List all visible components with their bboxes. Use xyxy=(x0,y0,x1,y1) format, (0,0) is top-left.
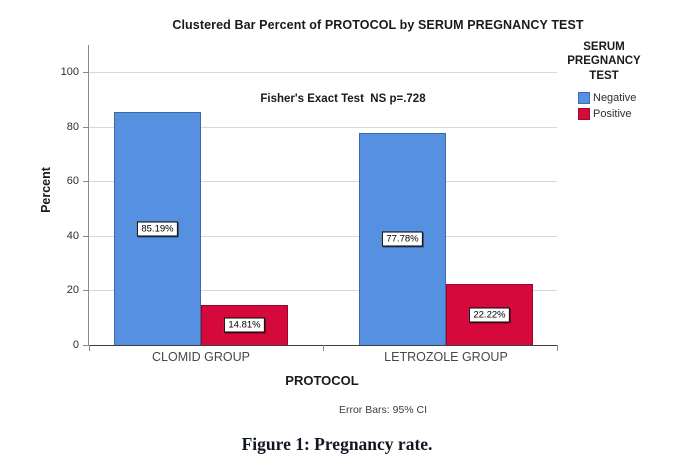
negative-color-swatch xyxy=(578,92,590,105)
y-tick-mark xyxy=(83,345,89,346)
y-axis-label: Percent xyxy=(39,167,53,213)
legend-entry-positive: Positive xyxy=(578,108,656,121)
legend-entries: Negative Positive xyxy=(552,92,656,121)
y-tick-mark xyxy=(83,181,89,183)
bar-value-label: 22.22% xyxy=(469,307,510,323)
positive-color-swatch xyxy=(578,108,590,121)
gridline xyxy=(89,72,557,73)
x-tick-mark xyxy=(89,345,90,351)
y-tick-mark xyxy=(83,72,89,73)
y-tick-mark xyxy=(83,290,89,292)
y-tick-label: 60 xyxy=(66,175,79,188)
chart-title: Clustered Bar Percent of PROTOCOL by SER… xyxy=(172,18,584,32)
figure-caption: Figure 1: Pregnancy rate. xyxy=(241,434,433,454)
gridline xyxy=(89,290,557,292)
category-label: LETROZOLE GROUP xyxy=(384,350,508,364)
y-tick-label: 40 xyxy=(66,229,79,242)
legend-title: SERUM PREGNANCY TEST xyxy=(567,41,641,82)
error-bars-note: Error Bars: 95% CI xyxy=(338,404,428,416)
plot-area: Fisher's Exact Test NS p=.728 0 20 40 60 80 1… xyxy=(61,45,558,364)
bar-value-label: 85.19% xyxy=(137,221,178,237)
gridline xyxy=(89,181,557,183)
gridline xyxy=(89,126,557,128)
y-tick-label: 80 xyxy=(66,120,79,133)
legend-label-negative: Negative xyxy=(593,92,637,105)
x-axis-label: PROTOCOL xyxy=(285,373,359,388)
x-tick-mark xyxy=(323,345,324,351)
legend: SERUM PREGNANCY TEST Negative Positive xyxy=(552,40,656,124)
legend-entry-negative: Negative xyxy=(578,92,656,105)
x-tick-mark xyxy=(557,345,558,351)
category-label: CLOMID GROUP xyxy=(152,350,250,364)
y-tick-label: 20 xyxy=(66,284,79,297)
y-tick-mark xyxy=(83,235,89,237)
y-tick-mark xyxy=(83,126,89,128)
y-tick-label: 100 xyxy=(60,66,79,78)
stats-annotation: Fisher's Exact Test NS p=.728 xyxy=(260,93,426,105)
y-tick-label: 0 xyxy=(72,339,79,351)
bar-value-label: 77.78% xyxy=(382,231,423,247)
gridline xyxy=(89,235,557,237)
legend-label-positive: Positive xyxy=(593,108,632,121)
bar-value-label: 14.81% xyxy=(224,317,265,333)
